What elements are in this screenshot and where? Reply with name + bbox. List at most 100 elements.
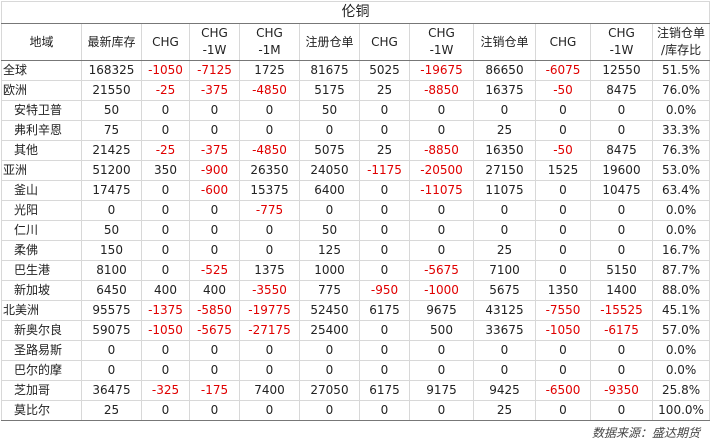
location-row: 新奥尔良 59075 -1050 -5675 -27175 25400 0 500 33675-…: [1, 320, 711, 341]
table-cell: 0: [409, 400, 474, 421]
table-cell: 125: [299, 240, 360, 261]
table-cell: 43125: [473, 300, 536, 321]
table-cell: 0: [239, 100, 300, 121]
table-cell: 0: [359, 120, 410, 141]
table-cell: 0: [141, 340, 190, 361]
table-cell: 0: [359, 360, 410, 381]
table-cell: 400: [189, 280, 240, 301]
table-cell: -175: [189, 380, 240, 401]
table-cell: 0: [409, 220, 474, 241]
table-cell: -4850: [239, 80, 300, 101]
table-cell: 0: [239, 360, 300, 381]
table-cell: 5675: [473, 280, 536, 301]
table-cell: -1050: [535, 320, 591, 341]
table-cell: 21425: [81, 140, 142, 161]
table-cell: 0: [359, 100, 410, 121]
table-cell: -25: [141, 80, 190, 101]
table-cell: 0: [189, 360, 240, 381]
table-cell: -9350: [590, 380, 653, 401]
table-cell: 0: [590, 200, 653, 221]
table-cell: 0: [535, 220, 591, 241]
table-cell: 57.0%: [651, 320, 711, 341]
title-row: 伦铜: [0, 1, 711, 24]
location-name: 圣路易斯: [1, 340, 82, 361]
table-cell: 0: [141, 220, 190, 241]
table-cell: -50: [535, 80, 591, 101]
location-row: 釜山 17475 0 -600 15375 6400 0 -11075 11075 0 10475 6…: [1, 180, 711, 201]
table-title: 伦铜: [0, 1, 711, 24]
table-cell: 0: [189, 120, 240, 141]
table-cell: 11075: [473, 180, 536, 201]
location-row: 巴尔的摩 0 0 0 0 0 0 0 0 0 0 0.0%: [1, 360, 711, 381]
table-cell: 9675: [409, 300, 474, 321]
table-cell: 400: [141, 280, 190, 301]
table-cell: 1725: [239, 60, 300, 81]
table-cell: -20500: [409, 160, 474, 181]
table-cell: 0: [141, 180, 190, 201]
table-cell: 0: [299, 360, 360, 381]
table-cell: 0: [299, 200, 360, 221]
table-cell: 0: [239, 120, 300, 141]
location-row: 仁川 50 0 0 0 50 0 0 0 0 0 0.0%: [1, 220, 711, 241]
table-cell: 0: [409, 240, 474, 261]
table-cell: 0: [141, 360, 190, 381]
table-cell: 0: [590, 100, 653, 121]
column-header: 注销仓单: [473, 23, 536, 61]
table-cell: 0.0%: [651, 360, 711, 381]
table-cell: 10475: [590, 180, 653, 201]
table-cell: 0: [473, 200, 536, 221]
table-cell: 25: [81, 400, 142, 421]
table-cell: 25: [473, 400, 536, 421]
region-row: 北美洲 95575 -1375 -5850 -19775 52450 6175 9675 431…: [1, 300, 711, 321]
table-cell: -1050: [141, 60, 190, 81]
table-cell: 17475: [81, 180, 142, 201]
table-cell: 0: [239, 240, 300, 261]
table-cell: -19675: [409, 60, 474, 81]
table-cell: -900: [189, 160, 240, 181]
table-cell: 0: [189, 340, 240, 361]
table-cell: 0.0%: [651, 100, 711, 121]
location-name: 其他: [1, 140, 82, 161]
table-cell: -7550: [535, 300, 591, 321]
table-cell: 0: [409, 200, 474, 221]
table-cell: 25: [359, 80, 410, 101]
location-row: 圣路易斯 0 0 0 0 0 0 0 0 0 0 0.0%: [1, 340, 711, 361]
region-name: 全球: [1, 60, 82, 81]
table-cell: -7125: [189, 60, 240, 81]
table-cell: 0: [189, 220, 240, 241]
table-cell: 25: [359, 140, 410, 161]
table-cell: -1000: [409, 280, 474, 301]
location-row: 巴生港 8100 0 -525 1375 1000 0 -5675 7100 0 5150 87.7%: [1, 260, 711, 281]
table-cell: 0: [299, 400, 360, 421]
table-cell: 81675: [299, 60, 360, 81]
table-cell: 0: [535, 360, 591, 381]
table-cell: -5675: [409, 260, 474, 281]
location-row: 柔佛 150 0 0 0 125 0 0 25 0 0 16.7%: [1, 240, 711, 261]
table-cell: 53.0%: [651, 160, 711, 181]
table-cell: 50: [299, 220, 360, 241]
location-name: 光阳: [1, 200, 82, 221]
table-cell: 59075: [81, 320, 142, 341]
table-cell: 25: [473, 240, 536, 261]
table-cell: 7400: [239, 380, 300, 401]
table-cell: 0: [189, 200, 240, 221]
table-cell: -6175: [590, 320, 653, 341]
table-cell: -8850: [409, 140, 474, 161]
table-cell: 25400: [299, 320, 360, 341]
location-row: 弗利辛恩 75 0 0 0 0 0 0 25 0 0 33.3%: [1, 120, 711, 141]
table-cell: 0: [299, 120, 360, 141]
table-cell: 5175: [299, 80, 360, 101]
table-cell: 27050: [299, 380, 360, 401]
column-header: CHG: [359, 23, 410, 61]
table-cell: 76.0%: [651, 80, 711, 101]
table-cell: 86650: [473, 60, 536, 81]
table-cell: 0: [141, 100, 190, 121]
column-header: 最新库存: [81, 23, 142, 61]
table-cell: 0: [535, 100, 591, 121]
table-cell: 0: [239, 400, 300, 421]
table-cell: 45.1%: [651, 300, 711, 321]
region-name: 亚洲: [1, 160, 82, 181]
table-cell: 0: [535, 180, 591, 201]
header-row: 地域 最新库存 CHG CHG -1W CHG -1M 注册仓单 CHG CHG -1W 注销仓…: [1, 23, 711, 61]
table-cell: 19600: [590, 160, 653, 181]
